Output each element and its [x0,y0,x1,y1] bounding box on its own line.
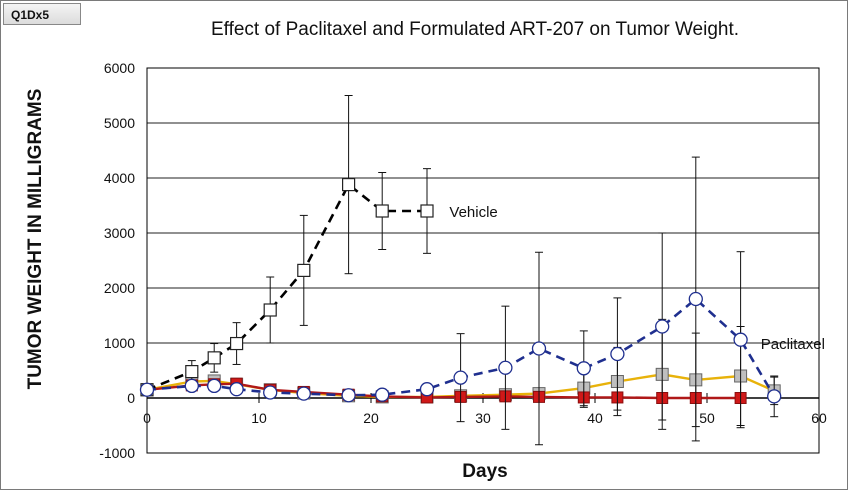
series-paclitaxel [139,156,782,446]
x-tick-label: 10 [251,410,267,426]
data-point [767,389,782,404]
data-point [498,360,513,375]
data-point [531,341,547,356]
x-tick-label: 30 [475,410,491,426]
series-layer [139,95,782,446]
plot-border [146,67,820,454]
data-point [688,291,703,307]
group-badge: Q1Dx5 [3,3,81,25]
data-point [453,370,468,385]
x-tick-label: 40 [587,410,603,426]
x-tick-label: 0 [143,410,151,426]
data-point [207,378,222,394]
annotation-paclitaxel: Paclitaxel [761,336,825,353]
data-point [655,319,670,334]
chart-title: Effect of Paclitaxel and Formulated ART-… [211,19,739,40]
data-point [185,365,199,379]
data-point [139,382,155,397]
y-tick-label: 4000 [104,170,135,186]
series-vehicle [140,95,434,397]
data-point [207,351,221,365]
data-point [342,178,356,192]
data-point [733,332,748,347]
y-axis-label: TUMOR WEIGHT IN MILLIGRAMS [25,89,46,390]
axes: -1000 0 1000 2000 3000 4000 5000 6000 0 10 20 30 40 5… [99,60,827,461]
annotation-vehicle: Vehicle [449,204,497,221]
y-tick-label: 5000 [104,115,135,131]
annotations: Vehicle Paclitaxel [449,204,825,353]
y-tick-label: 0 [127,390,135,406]
y-tick-label: 6000 [104,60,135,76]
x-axis-label: Days [462,461,507,482]
data-point [375,204,389,218]
data-point [230,336,244,351]
data-point [229,382,244,397]
data-point [576,361,591,376]
data-point [610,346,625,362]
data-point [420,204,434,218]
data-point [297,263,311,277]
x-tick-label: 60 [811,410,827,426]
data-point [263,385,278,400]
y-tick-label: 3000 [104,225,135,241]
y-tick-label: 2000 [104,280,135,296]
data-point [375,387,390,402]
x-tick-label: 50 [699,410,715,426]
data-point [184,378,199,394]
data-point [341,388,356,403]
series-line [146,297,776,398]
data-point [296,386,311,401]
x-tick-label: 20 [363,410,379,426]
data-point [419,382,435,397]
data-point [263,303,277,317]
y-tick-label: 1000 [104,335,135,351]
y-tick-label: -1000 [99,445,135,461]
